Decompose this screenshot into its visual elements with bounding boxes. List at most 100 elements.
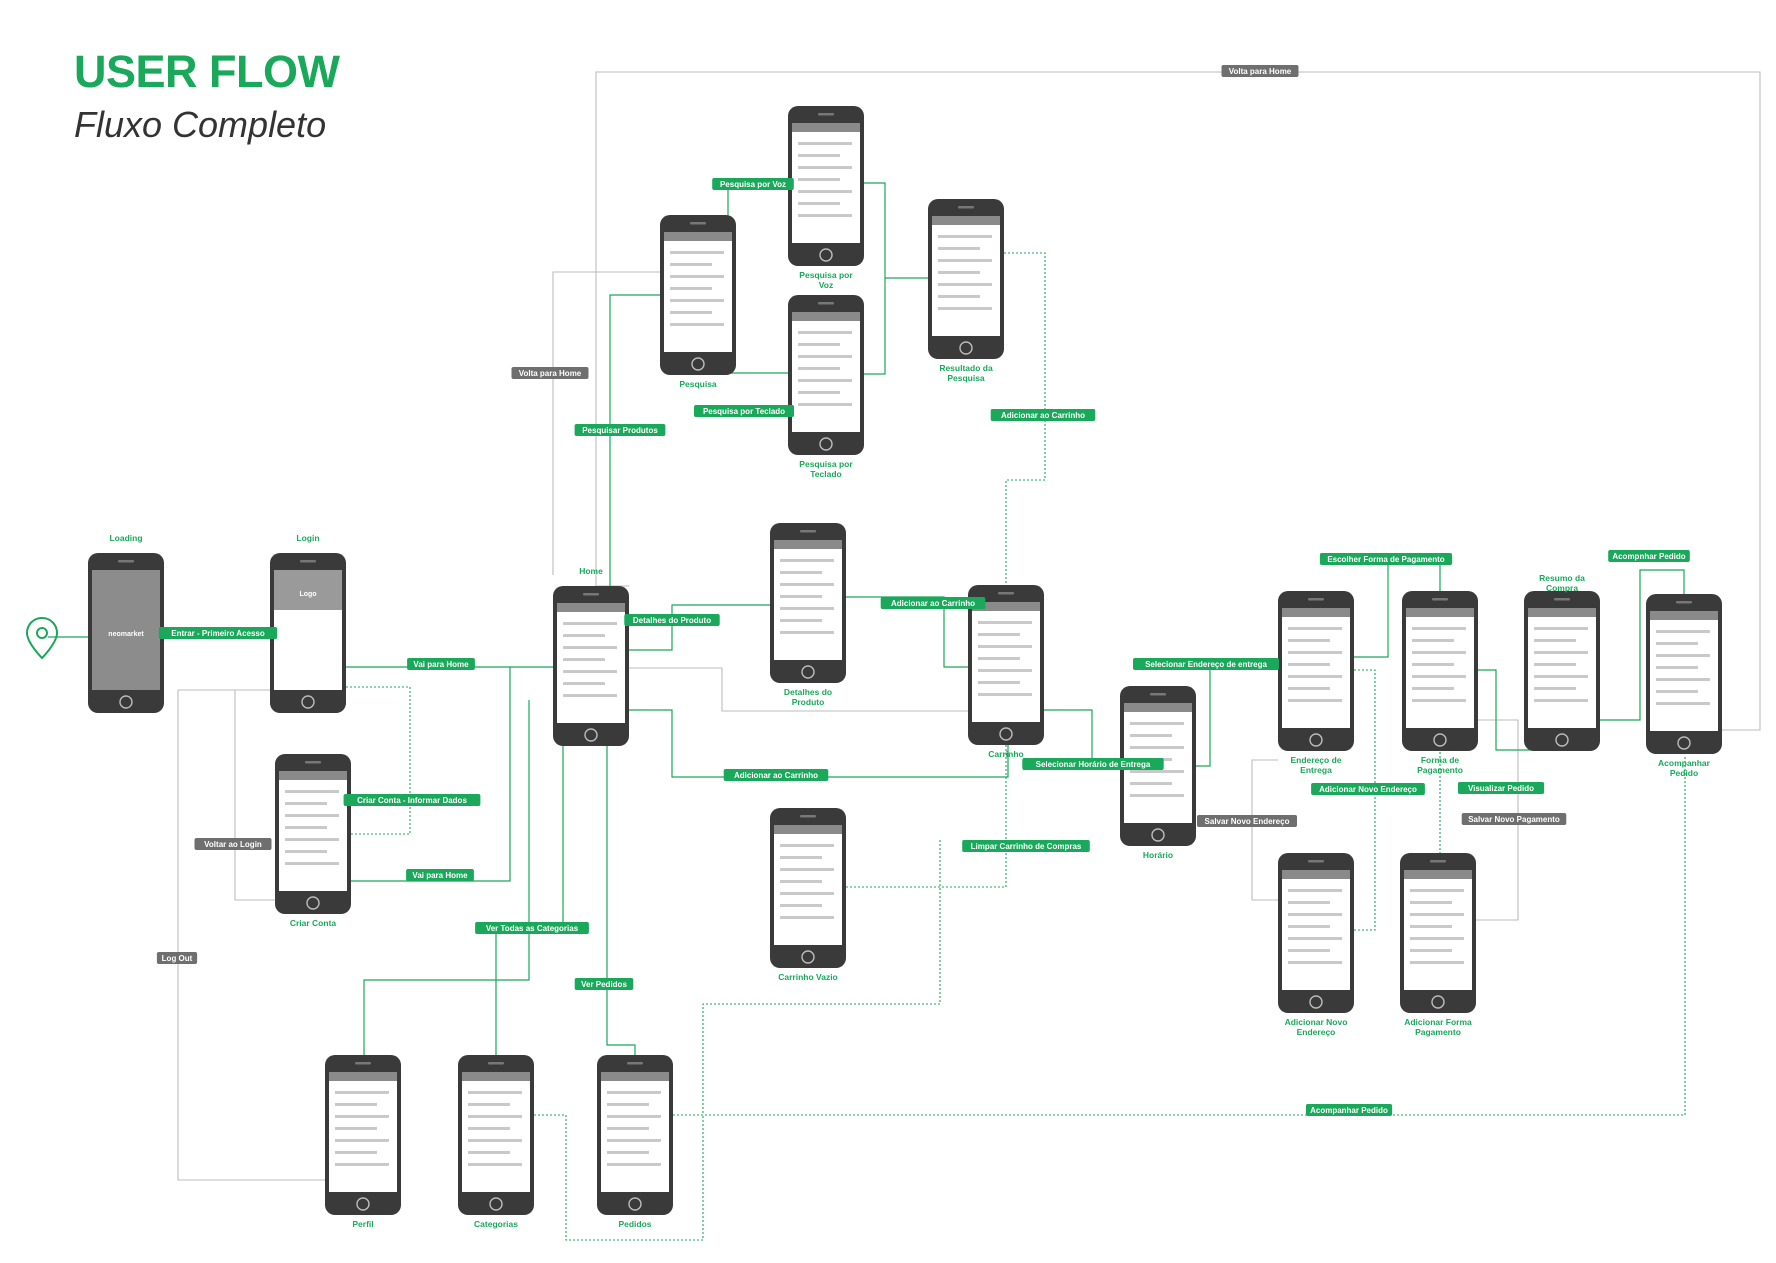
flow-edge: [363, 700, 530, 1055]
flow-edge: [1600, 569, 1685, 721]
screen-text: Logo: [299, 591, 316, 598]
transition-t26: Ver Pedidos: [574, 978, 634, 990]
screen-pesquisa-voz[interactable]: Pesquisa por Voz: [788, 106, 864, 290]
flow-edge: [629, 709, 1009, 778]
transition-t11: Pesquisa por Teclado: [694, 405, 794, 417]
flow-edge: [234, 689, 275, 901]
flow-edge: [606, 746, 636, 1055]
screen-pagamento[interactable]: Forma de Pagamento: [1402, 591, 1478, 775]
transition-t17: Selecionar Horário de Entrega: [1022, 758, 1164, 770]
flow-edge: [552, 271, 660, 575]
diagram-title: USER FLOW: [74, 46, 340, 97]
flow-edge: [177, 689, 325, 1181]
transition-t18: Selecionar Endereço de entrega: [1133, 658, 1279, 670]
transition-label: Vai para Home: [412, 871, 468, 880]
screen-label: Forma de Pagamento: [1417, 755, 1463, 775]
transition-label: Salvar Novo Pagamento: [1468, 815, 1560, 824]
flow-edge: [534, 1114, 704, 1241]
flow-edge: [1251, 759, 1278, 901]
screen-novo-endereco[interactable]: Adicionar Novo Endereço: [1278, 853, 1354, 1037]
transition-label: Visualizar Pedido: [1468, 784, 1534, 793]
transition-label: Criar Conta - Informar Dados: [357, 796, 467, 805]
transition-label: Ver Pedidos: [581, 980, 627, 989]
transition-t19: Escolher Forma de Pagamento: [1319, 553, 1453, 565]
screen-label: Loading: [109, 533, 142, 543]
screen-label: Adicionar Novo Endereço: [1285, 1017, 1348, 1037]
screen-label: Perfil: [352, 1219, 373, 1229]
screen-categorias[interactable]: Categorias: [458, 1055, 534, 1229]
transition-labels-layer: Entrar - Primeiro Acesso Vai para Home Cri…: [156, 65, 1690, 1116]
transition-t22: Visualizar Pedido: [1457, 782, 1545, 794]
screen-label: Carrinho: [988, 749, 1023, 759]
screen-label: Resumo da Compra: [1539, 573, 1585, 593]
diagram-subtitle: Fluxo Completo: [74, 104, 327, 145]
transition-t16: Limpar Carrinho de Compras: [962, 840, 1090, 852]
transition-label: Salvar Novo Endereço: [1205, 817, 1290, 826]
transition-t14: Adicionar ao Carrinho: [880, 597, 986, 609]
flow-edge: [609, 294, 660, 586]
screen-pesquisa[interactable]: Pesquisa: [660, 215, 736, 389]
screen-loading[interactable]: neomarket Loading: [88, 533, 164, 713]
transition-label: Pesquisa por Teclado: [703, 407, 785, 416]
transition-label: Volta para Home: [519, 369, 582, 378]
transition-label: Limpar Carrinho de Compras: [971, 842, 1082, 851]
transition-t3: Criar Conta - Informar Dados: [343, 794, 481, 806]
screen-label: Adicionar Forma Pagamento: [1404, 1017, 1472, 1037]
flow-edge: [629, 604, 770, 651]
screen-label: Acompanhar Pedido: [1658, 758, 1711, 778]
screen-carrinho[interactable]: Carrinho: [968, 585, 1044, 759]
screen-novo-pagamento[interactable]: Adicionar Forma Pagamento: [1400, 853, 1476, 1037]
screen-resultado[interactable]: Resultado da Pesquisa: [928, 199, 1004, 383]
screens-layer: neomarket Loading Logo Login Criar Conta Home…: [88, 106, 1722, 1229]
transition-label: Vai para Home: [413, 660, 469, 669]
transition-label: Escolher Forma de Pagamento: [1327, 555, 1444, 564]
screen-criar-conta[interactable]: Criar Conta: [275, 754, 351, 928]
flow-edge: [351, 667, 511, 882]
screen-home[interactable]: Home: [553, 566, 629, 746]
screen-resumo[interactable]: Resumo da Compra: [1524, 573, 1600, 751]
transition-t15: Adicionar ao Carrinho: [723, 769, 829, 781]
flow-edge: [1044, 709, 1120, 767]
screen-login[interactable]: Logo Login: [270, 533, 346, 713]
screen-label: Carrinho Vazio: [778, 972, 838, 982]
screen-acompanhar[interactable]: Acompanhar Pedido: [1646, 594, 1722, 778]
screen-label: Pesquisa por Voz: [799, 270, 853, 290]
transition-label: Log Out: [162, 954, 193, 963]
transition-label: Adicionar ao Carrinho: [1001, 411, 1085, 420]
screen-label: Horário: [1143, 850, 1173, 860]
transition-t6: Log Out: [156, 952, 198, 964]
screen-text: neomarket: [108, 631, 144, 638]
flow-edge: [846, 745, 1007, 888]
screen-label: Pesquisa por Teclado: [799, 459, 853, 479]
transition-t25: Ver Todas as Categorias: [475, 922, 589, 934]
screen-detalhes[interactable]: Detalhes do Produto: [770, 523, 846, 707]
transition-t10: Pesquisa por Voz: [712, 178, 794, 190]
transition-label: Adicionar Novo Endereço: [1319, 785, 1417, 794]
screen-endereco[interactable]: Endereço de Entrega: [1278, 591, 1354, 775]
transition-t24: Acompnhar Pedido: [1608, 550, 1690, 562]
transition-t7: Volta para Home: [1221, 65, 1299, 77]
screen-label: Pedidos: [618, 1219, 651, 1229]
screen-label: Endereço de Entrega: [1290, 755, 1341, 775]
screen-label: Home: [579, 566, 603, 576]
transition-label: Voltar ao Login: [204, 840, 262, 849]
screen-pesquisa-teclado[interactable]: Pesquisa por Teclado: [788, 295, 864, 479]
transition-label: Acompnhar Pedido: [1612, 552, 1685, 561]
transition-label: Selecionar Endereço de entrega: [1145, 660, 1267, 669]
flow-edge: [864, 182, 886, 375]
flow-edge: [673, 756, 1686, 1116]
transition-t4: Vai para Home: [406, 869, 474, 881]
transition-t1: Entrar - Primeiro Acesso: [158, 627, 278, 639]
screen-carrinho-vazio[interactable]: Carrinho Vazio: [770, 808, 846, 982]
transition-t23: Salvar Novo Pagamento: [1461, 813, 1567, 825]
screen-horario[interactable]: Horário: [1120, 686, 1196, 860]
screen-pedidos[interactable]: Pedidos: [597, 1055, 673, 1229]
transition-label: Ver Todas as Categorias: [486, 924, 579, 933]
transition-label: Volta para Home: [1229, 67, 1292, 76]
transition-t27: Acompanhar Pedido: [1305, 1104, 1393, 1116]
transition-label: Pesquisar Produtos: [582, 426, 658, 435]
transition-t12: Adicionar ao Carrinho: [990, 409, 1096, 421]
screen-perfil[interactable]: Perfil: [325, 1055, 401, 1229]
transition-t5: Voltar ao Login: [194, 838, 272, 850]
